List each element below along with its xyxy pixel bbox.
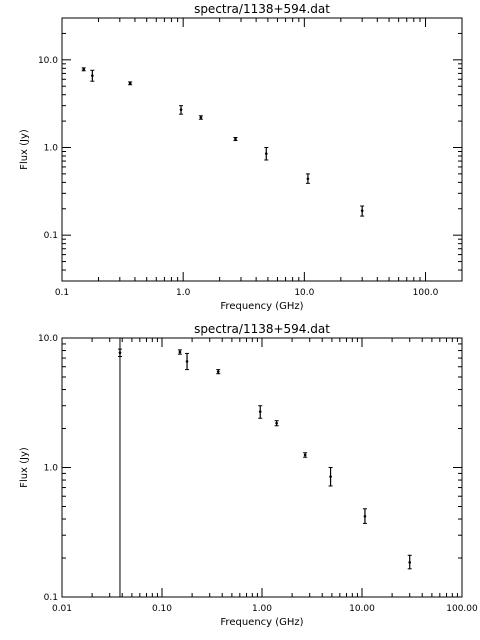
top-data-point [306,177,310,181]
bottom-data-point [303,453,307,457]
bottom-chart-title: spectra/1138+594.dat [194,322,330,336]
bottom-y-tick-label: 1.0 [44,464,59,474]
bottom-spectrum-panel: spectra/1138+594.dat Frequency (GHz) Flu… [19,322,478,628]
bottom-x-axis-label: Frequency (GHz) [220,617,303,628]
bottom-x-tick-label: 0.01 [52,604,72,614]
top-data-point [179,108,183,111]
top-data-point [91,74,94,77]
top-data-point [128,81,132,85]
bottom-data-point [408,561,412,564]
bottom-data-point [363,514,367,518]
top-data-point [82,67,85,71]
top-chart-title: spectra/1138+594.dat [194,2,330,16]
top-spectrum-panel: spectra/1138+594.dat Frequency (GHz) Flu… [19,2,463,312]
bottom-x-tick-label: 0.10 [152,604,172,614]
top-data-point [360,209,364,213]
top-x-tick-label: 0.1 [55,288,69,298]
top-y-tick-label: 10.0 [38,56,58,66]
bottom-data-point [258,410,262,413]
top-x-axis-label: Frequency (GHz) [220,301,303,312]
bottom-data-point [275,421,278,425]
bottom-data-point [178,350,182,354]
bottom-data-point [329,475,332,478]
bottom-x-tick-label: 10.00 [349,604,375,614]
top-x-tick-label: 100.0 [413,288,439,298]
top-y-axis-label: Flux (Jy) [19,129,30,170]
top-data-point [264,152,268,155]
bottom-y-tick-label: 0.1 [44,593,58,603]
bottom-x-tick-label: 100.00 [446,604,478,614]
top-data-point [199,116,203,119]
bottom-data-point [216,370,220,373]
top-plot-frame [61,17,463,282]
top-y-tick-label: 0.1 [44,231,58,241]
bottom-y-tick-label: 10.0 [38,334,58,344]
bottom-plot-frame [61,337,463,598]
top-x-tick-label: 10.0 [294,288,314,298]
bottom-data-point [185,360,189,363]
bottom-data-point [118,351,122,354]
top-data-point [234,137,237,141]
top-x-tick-label: 1.0 [176,288,191,298]
bottom-y-axis-label: Flux (Jy) [19,447,30,488]
top-y-tick-label: 1.0 [44,143,59,153]
bottom-x-tick-label: 1.00 [252,604,272,614]
